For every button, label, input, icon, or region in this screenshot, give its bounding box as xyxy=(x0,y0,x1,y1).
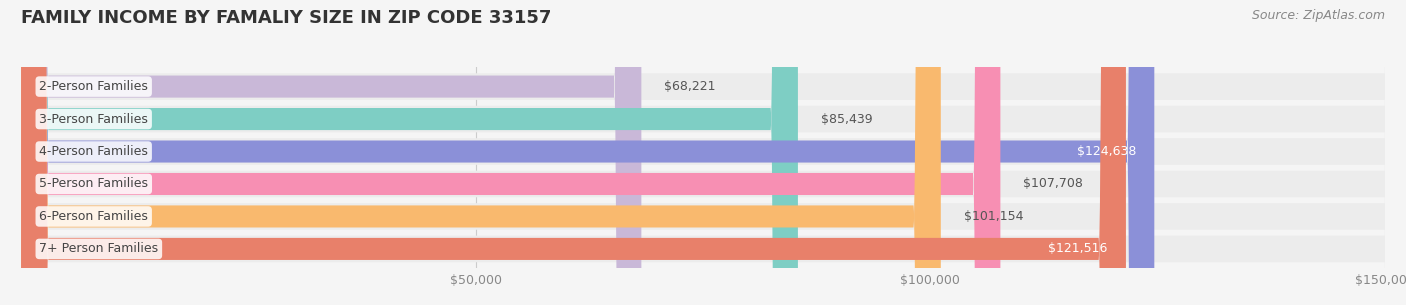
Text: 3-Person Families: 3-Person Families xyxy=(39,113,148,126)
Text: $124,638: $124,638 xyxy=(1077,145,1136,158)
FancyBboxPatch shape xyxy=(21,203,1385,230)
FancyBboxPatch shape xyxy=(21,0,641,305)
FancyBboxPatch shape xyxy=(21,0,941,305)
FancyBboxPatch shape xyxy=(21,73,1385,100)
FancyBboxPatch shape xyxy=(21,0,1001,305)
Text: 5-Person Families: 5-Person Families xyxy=(39,178,148,191)
FancyBboxPatch shape xyxy=(21,171,1385,197)
Text: 6-Person Families: 6-Person Families xyxy=(39,210,148,223)
FancyBboxPatch shape xyxy=(21,138,1385,165)
FancyBboxPatch shape xyxy=(21,0,1154,305)
Text: FAMILY INCOME BY FAMALIY SIZE IN ZIP CODE 33157: FAMILY INCOME BY FAMALIY SIZE IN ZIP COD… xyxy=(21,9,551,27)
Text: $68,221: $68,221 xyxy=(664,80,716,93)
Text: $85,439: $85,439 xyxy=(821,113,872,126)
FancyBboxPatch shape xyxy=(21,106,1385,132)
FancyBboxPatch shape xyxy=(21,0,1126,305)
Text: 4-Person Families: 4-Person Families xyxy=(39,145,148,158)
FancyBboxPatch shape xyxy=(21,235,1385,262)
Text: Source: ZipAtlas.com: Source: ZipAtlas.com xyxy=(1251,9,1385,22)
Text: $121,516: $121,516 xyxy=(1049,242,1108,255)
FancyBboxPatch shape xyxy=(21,0,799,305)
Text: $107,708: $107,708 xyxy=(1024,178,1083,191)
Text: $101,154: $101,154 xyxy=(963,210,1024,223)
Text: 7+ Person Families: 7+ Person Families xyxy=(39,242,159,255)
Text: 2-Person Families: 2-Person Families xyxy=(39,80,148,93)
